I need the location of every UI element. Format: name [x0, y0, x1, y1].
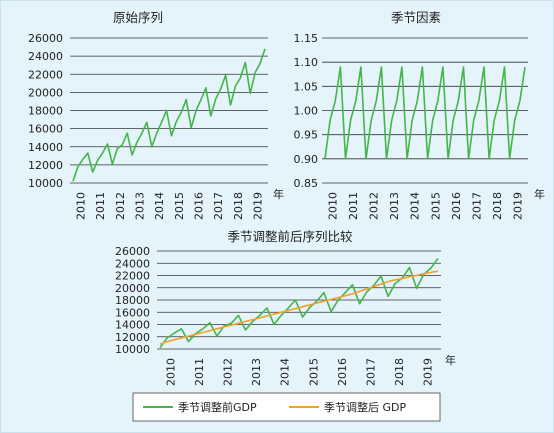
- chart1-x-tick-label: 2016: [193, 192, 206, 220]
- chart1-series-line-1: [72, 48, 266, 182]
- chart1-x-tick-label: 2015: [173, 192, 186, 220]
- chart2-plot: 1.15 1.10 1.05 1.00 0.95 0.90 0.85 2010 2011 2012…: [294, 32, 528, 220]
- chart3-y-tick-label: 16000: [115, 306, 150, 319]
- chart1-y-tick-label: 20000: [28, 86, 63, 99]
- chart3-x-tick-label: 2017: [364, 358, 377, 386]
- chart2-y-tick-label: 0.85: [294, 177, 319, 190]
- chart1-x-tick-label: 2017: [212, 192, 225, 220]
- chart1-x-tick-label: 2011: [94, 192, 107, 220]
- chart3-title: 季节调整前后序列比较: [227, 229, 353, 244]
- chart3-x-tick-label: 2018: [393, 358, 406, 386]
- chart2-y-tick-label: 0.95: [294, 129, 319, 142]
- chart1-plot: 26000 24000 22000 20000 18000 16000 14000 12000…: [28, 32, 268, 220]
- chart1-x-tick-label: 2018: [232, 192, 245, 220]
- chart3-x-unit: 年: [445, 353, 456, 367]
- chart3-y-tick-label: 24000: [115, 257, 150, 270]
- chart1-x-tick-label: 2012: [114, 192, 127, 220]
- chart1-x-tick-label: 2019: [252, 192, 265, 220]
- chart2-x-tick-label: 2011: [347, 192, 360, 220]
- chart2-x-tick-label: 2012: [368, 192, 381, 220]
- chart3-x-tick-label: 2014: [279, 358, 292, 386]
- chart2-x-unit: 年: [534, 187, 545, 201]
- chart3-series-line-2: [159, 270, 439, 345]
- chart1-y-tick-label: 14000: [28, 141, 63, 154]
- chart3-x-tick-label: 2015: [307, 358, 320, 386]
- chart2-y-tick-label: 1.15: [294, 32, 319, 45]
- chart3-series-line-1: [159, 257, 439, 349]
- chart1-y-tick-label: 24000: [28, 50, 63, 63]
- chart2-y-tick-label: 1.10: [294, 56, 319, 69]
- chart3-x-tick-label: 2019: [421, 358, 434, 386]
- chart2-y-tick-label: 1.05: [294, 80, 319, 93]
- chart1-x-tick-label: 2010: [74, 192, 87, 220]
- chart2-y-tick-label: 1.00: [294, 105, 319, 118]
- legend-label-after: 季节调整后 GDP: [324, 400, 406, 414]
- chart3-x-tick-label: 2016: [336, 358, 349, 386]
- chart2-x-tick-label: 2016: [450, 192, 463, 220]
- chart2-y-tick-label: 0.90: [294, 153, 319, 166]
- chart3-legend: 季节调整前GDP 季节调整后 GDP: [132, 392, 441, 422]
- chart1-y-tick-label: 26000: [28, 32, 63, 45]
- chart2-x-tick-label: 2018: [491, 192, 504, 220]
- chart2-x-tick-label: 2014: [409, 192, 422, 220]
- chart2-x-tick-label: 2019: [511, 192, 524, 220]
- chart1-y-tick-label: 18000: [28, 105, 63, 118]
- chart3-plot: 2600024000220002000018000160001400012000…: [115, 245, 441, 386]
- chart1-y-tick-label: 12000: [28, 159, 63, 172]
- chart1-x-tick-label: 2014: [153, 192, 166, 220]
- legend-box: [132, 392, 441, 422]
- chart1-y-tick-label: 22000: [28, 68, 63, 81]
- chart3-y-tick-label: 26000: [115, 245, 150, 258]
- chart3-y-tick-label: 10000: [115, 343, 150, 356]
- chart3-y-tick-label: 18000: [115, 294, 150, 307]
- chart3-y-tick-label: 12000: [115, 331, 150, 344]
- chart1-title: 原始序列: [113, 10, 163, 25]
- chart1-x-tick-label: 2013: [133, 192, 146, 220]
- chart2-title: 季节因素: [391, 10, 441, 25]
- chart1-y-tick-label: 10000: [28, 177, 63, 190]
- legend-label-before: 季节调整前GDP: [178, 400, 257, 414]
- chart2-x-tick-label: 2017: [470, 192, 483, 220]
- chart1-x-unit: 年: [273, 187, 284, 201]
- chart2-x-tick-label: 2013: [388, 192, 401, 220]
- chart1-y-tick-label: 16000: [28, 123, 63, 136]
- chart2-x-tick-label: 2010: [327, 192, 340, 220]
- chart3-x-tick-label: 2012: [222, 358, 235, 386]
- chart3-y-tick-label: 14000: [115, 319, 150, 332]
- chart2-x-tick-label: 2015: [429, 192, 442, 220]
- chart2-series-line-1: [324, 66, 526, 160]
- chart3-x-tick-label: 2013: [250, 358, 263, 386]
- chart3-y-tick-label: 22000: [115, 270, 150, 283]
- chart3-y-tick-label: 20000: [115, 282, 150, 295]
- chart3-x-tick-label: 2010: [165, 358, 178, 386]
- chart3-x-tick-label: 2011: [193, 358, 206, 386]
